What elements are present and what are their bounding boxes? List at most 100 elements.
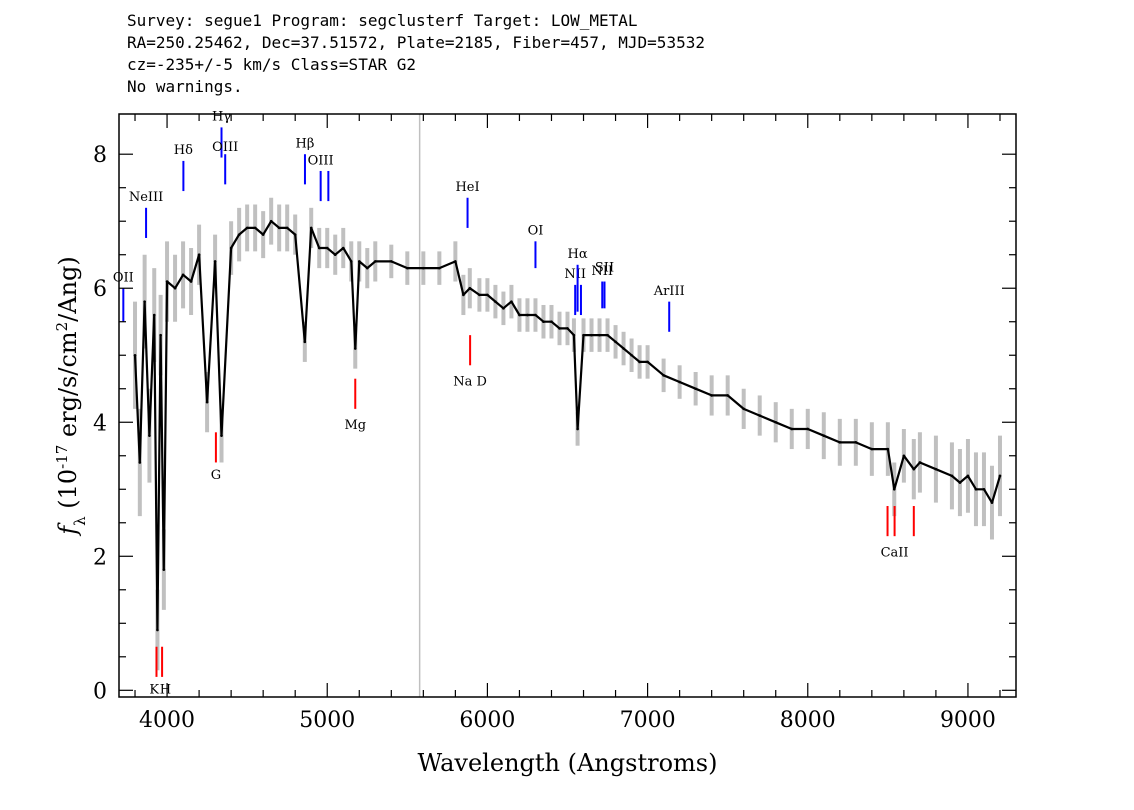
flux-point xyxy=(438,266,441,270)
flux-point xyxy=(341,246,345,250)
flux-point xyxy=(261,233,265,236)
flux-point xyxy=(710,394,713,397)
flux-point xyxy=(558,327,561,330)
flux-point xyxy=(822,434,826,437)
flux-point xyxy=(622,347,625,350)
flux-layer xyxy=(133,219,1002,632)
flux-point xyxy=(494,300,497,303)
emission-line-label: OIII xyxy=(212,140,238,155)
flux-point xyxy=(205,400,209,404)
flux-point xyxy=(806,427,810,431)
flux-point xyxy=(966,474,970,478)
flux-point xyxy=(285,226,289,230)
absorption-line-label: CaII xyxy=(881,545,909,560)
flux-point xyxy=(148,434,151,437)
flux-point xyxy=(317,246,321,250)
flux-point xyxy=(325,246,329,250)
flux-point xyxy=(293,233,297,236)
emission-line-label: NII xyxy=(564,267,586,282)
flux-point xyxy=(526,313,529,317)
flux-point xyxy=(133,353,137,357)
flux-point xyxy=(518,313,521,317)
flux-point xyxy=(534,313,537,317)
flux-point xyxy=(694,387,697,391)
flux-point xyxy=(189,280,193,283)
flux-point xyxy=(173,286,177,290)
emission-line-label: SII xyxy=(595,260,614,275)
emission-line-label: Hγ xyxy=(212,110,231,125)
y-tick-label: 8 xyxy=(93,143,107,168)
emission-line-label: ArIII xyxy=(653,284,685,299)
emission-line-label: NII xyxy=(591,264,613,279)
flux-point xyxy=(349,260,353,263)
emission-line-label: OI xyxy=(528,224,544,239)
flux-point xyxy=(237,233,241,236)
flux-point xyxy=(277,226,281,230)
y-tick-label: 2 xyxy=(93,545,107,570)
flux-point xyxy=(550,320,553,324)
flux-point xyxy=(253,226,257,230)
flux-point xyxy=(468,286,472,290)
flux-point xyxy=(974,487,978,491)
absorption-line-label: H xyxy=(160,683,171,698)
y-tick-label: 4 xyxy=(93,411,107,436)
header-line-survey: Survey: segue1 Program: segclusterf Targ… xyxy=(127,11,638,30)
flux-point xyxy=(229,246,233,250)
emission-line-label: Hα xyxy=(568,247,588,262)
flux-point xyxy=(854,441,858,444)
flux-point xyxy=(510,300,513,303)
spectrum-header: Survey: segue1 Program: segclusterf Targ… xyxy=(127,10,705,98)
flux-point xyxy=(774,420,778,424)
header-line-redshift: cz=-235+/-5 km/s Class=STAR G2 xyxy=(127,55,416,74)
header-line-coords: RA=250.25462, Dec=37.51572, Plate=2185, … xyxy=(127,33,705,52)
flux-point xyxy=(213,260,217,263)
flux-point xyxy=(598,333,601,337)
flux-point xyxy=(390,260,393,263)
x-tick-label: 6000 xyxy=(459,708,515,733)
y-tick-label: 6 xyxy=(93,277,107,302)
flux-point xyxy=(998,474,1002,478)
flux-point xyxy=(958,481,962,484)
flux-point xyxy=(566,327,569,330)
flux-point xyxy=(422,266,425,270)
flux-point xyxy=(892,487,896,491)
flux-point xyxy=(582,333,585,337)
flux-point xyxy=(162,568,166,571)
flux-point xyxy=(502,307,505,310)
flux-point xyxy=(886,447,890,451)
emission-line-label: OII xyxy=(113,271,134,286)
flux-point xyxy=(165,280,169,283)
x-tick-label: 7000 xyxy=(620,708,676,733)
flux-point xyxy=(353,347,357,350)
flux-point xyxy=(614,340,617,344)
absorption-line-label: Mg xyxy=(344,418,366,433)
flux-point xyxy=(934,467,938,471)
y-axis-label-part: /Ang) xyxy=(54,256,82,322)
flux-point xyxy=(138,461,142,464)
y-axis-label: fλ (10-17 erg/s/cm2/Ang) xyxy=(53,256,89,537)
absorption-line-label: K xyxy=(149,683,159,698)
flux-point xyxy=(838,441,842,444)
flux-point xyxy=(870,447,874,451)
x-tick-label: 9000 xyxy=(940,708,996,733)
flux-point xyxy=(982,487,986,491)
flux-point xyxy=(950,474,954,478)
flux-point xyxy=(902,454,906,458)
emission-line-label: Hδ xyxy=(174,143,193,158)
ticks-layer: 4000 5000 6000 7000 8000 9000 0 2 4 6 8 xyxy=(93,114,1016,733)
flux-point xyxy=(181,273,185,277)
emission-line-label: Hβ xyxy=(296,137,315,152)
plot-frame xyxy=(118,113,1017,698)
flux-point xyxy=(406,266,409,270)
x-axis-label: Wavelength (Angstroms) xyxy=(418,749,718,777)
flux-point xyxy=(918,461,922,464)
x-tick-label: 5000 xyxy=(299,708,355,733)
flux-point xyxy=(478,293,481,297)
x-tick-label: 8000 xyxy=(780,708,836,733)
flux-point xyxy=(357,260,361,263)
flux-point xyxy=(662,374,665,377)
flux-point xyxy=(462,293,465,297)
flux-point xyxy=(159,333,162,337)
